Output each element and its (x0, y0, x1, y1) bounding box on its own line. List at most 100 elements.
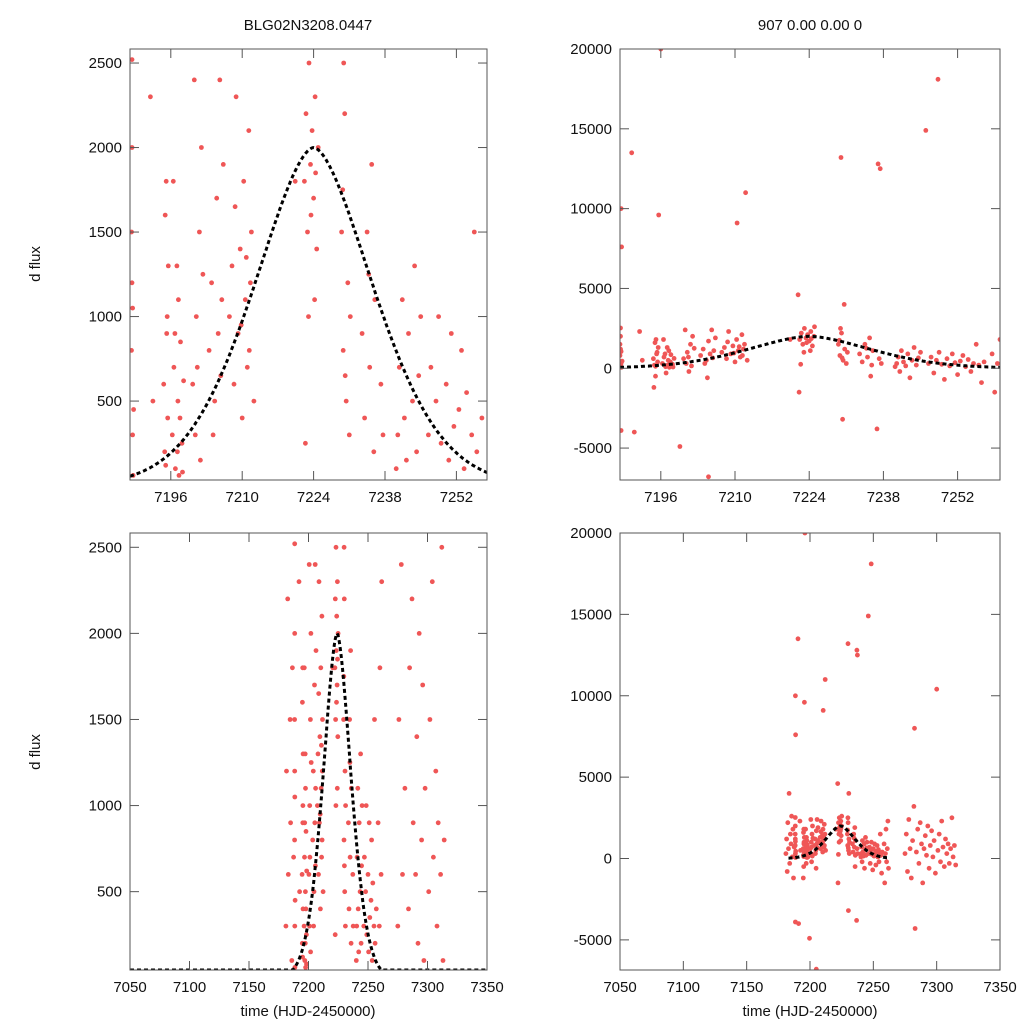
data-point (130, 57, 135, 62)
data-point (334, 785, 340, 791)
data-point (620, 349, 624, 354)
data-point (242, 297, 248, 303)
data-point (911, 345, 917, 350)
data-point (865, 354, 870, 360)
data-point (312, 562, 318, 567)
data-point (841, 302, 847, 307)
data-point (173, 466, 178, 472)
data-point (343, 398, 349, 404)
data-point (903, 363, 909, 369)
data-point (439, 544, 445, 550)
data-point (690, 333, 695, 339)
data-point (243, 255, 249, 260)
y-tick-label: 5000 (579, 280, 612, 297)
data-point (220, 162, 226, 167)
data-point (981, 359, 987, 365)
y-tick-label: 0 (604, 360, 612, 377)
data-point (367, 915, 373, 920)
data-point (404, 457, 409, 463)
data-point (311, 195, 316, 201)
data-point (333, 717, 338, 722)
data-point (312, 297, 317, 303)
data-point (469, 432, 475, 438)
data-point (885, 818, 891, 824)
y-tick-label: 15000 (570, 606, 612, 623)
data-point (913, 362, 919, 368)
data-point (965, 357, 971, 362)
data-point (706, 338, 711, 344)
data-point (655, 359, 660, 365)
data-point (870, 867, 876, 873)
data-point (310, 768, 316, 774)
data-point (354, 923, 360, 929)
data-point (301, 665, 307, 671)
data-point (192, 432, 198, 438)
data-point (237, 246, 243, 252)
data-point (989, 351, 995, 357)
data-point (944, 851, 950, 856)
data-point (957, 358, 963, 364)
data-point (350, 872, 356, 877)
data-point (684, 349, 690, 355)
data-point (884, 859, 889, 865)
data-point (197, 229, 202, 235)
data-point (410, 820, 416, 826)
data-point (876, 356, 882, 362)
data-point (670, 364, 676, 370)
data-point (620, 341, 623, 347)
data-point (291, 854, 296, 860)
data-point (878, 361, 884, 366)
data-point (925, 823, 931, 829)
data-point (884, 846, 890, 852)
data-point (162, 212, 168, 218)
data-point (725, 339, 730, 345)
data-point (899, 348, 904, 354)
data-point (302, 751, 308, 757)
panel-3: 7050 7100 7150 7200 7250 7300 7350 500 1000 1500 2… (89, 532, 504, 996)
data-point (292, 897, 298, 903)
data-point (802, 326, 807, 331)
data-point (686, 369, 692, 374)
x-tick-label: 7252 (941, 489, 974, 506)
data-point (297, 889, 302, 895)
data-point (666, 348, 672, 354)
data-point (194, 364, 200, 370)
data-point (212, 398, 218, 404)
data-point (380, 432, 386, 438)
data-point (246, 348, 252, 353)
data-point (431, 854, 436, 860)
data-point (418, 314, 424, 319)
data-point (366, 949, 371, 955)
x-tick-label: 7150 (730, 979, 763, 996)
y-axis-label-bottom: d flux (27, 734, 44, 770)
data-point (244, 364, 250, 370)
y-axis-label-top: d flux (27, 246, 44, 282)
data-point (395, 923, 401, 929)
data-point (314, 246, 320, 252)
data-point (406, 331, 411, 336)
data-point (955, 372, 960, 377)
data-point (372, 940, 378, 946)
data-point (787, 337, 793, 342)
data-point (979, 380, 984, 385)
data-point (949, 351, 955, 357)
data-point (303, 906, 309, 912)
data-point (892, 364, 898, 370)
data-point (342, 889, 348, 895)
data-point (227, 314, 232, 319)
data-point (934, 357, 939, 363)
data-point (793, 693, 798, 699)
data-point (814, 817, 820, 822)
data-point (793, 848, 799, 854)
data-point (363, 889, 368, 895)
model-curve (620, 334, 1000, 369)
data-point (364, 229, 370, 235)
data-point (333, 544, 339, 550)
data-point (902, 851, 908, 856)
data-point (292, 923, 298, 929)
data-point (852, 825, 858, 830)
data-point (302, 178, 307, 184)
data-point (620, 325, 623, 331)
data-point (868, 373, 874, 379)
data-point (946, 861, 952, 866)
